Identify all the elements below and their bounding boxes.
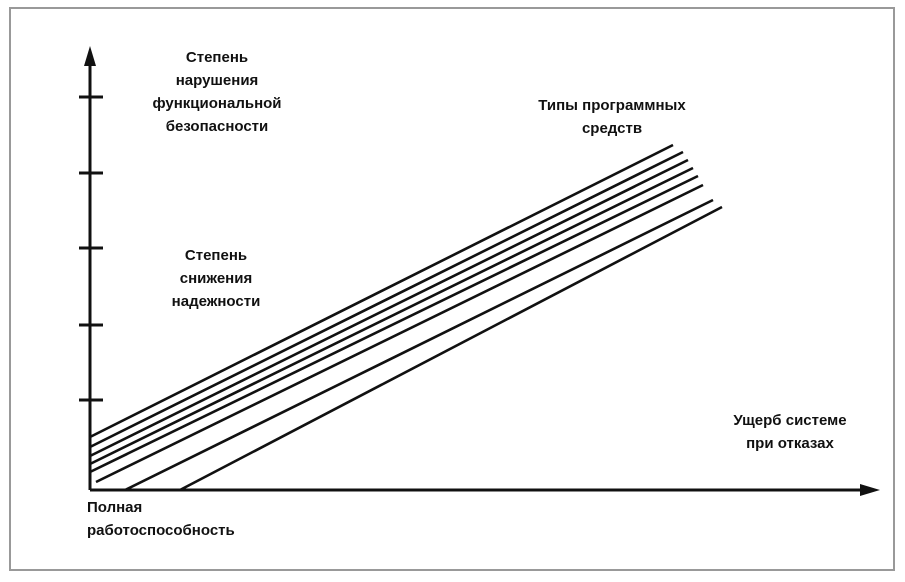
- label-software-types: Типы программных средств: [538, 97, 686, 137]
- frame: [9, 7, 895, 571]
- label-reliability: Степень снижения надежности: [172, 247, 261, 310]
- label-line: Типы программных: [538, 97, 686, 114]
- y-ticks: [79, 95, 103, 402]
- label-line: Степень: [186, 49, 248, 66]
- label-line: Полная: [87, 499, 142, 516]
- label-line: Ущерб системе: [733, 412, 846, 429]
- label-origin: Полная работоспособность: [87, 499, 235, 539]
- label-line: надежности: [172, 293, 261, 310]
- label-line: работоспособность: [87, 522, 235, 539]
- y-arrow: [84, 46, 96, 66]
- line-family: [89, 143, 723, 492]
- label-damage: Ущерб системе при отказах: [733, 412, 846, 452]
- label-line: снижения: [180, 270, 252, 287]
- label-line: нарушения: [176, 72, 259, 89]
- label-line: при отказах: [746, 435, 834, 452]
- label-line: функциональной: [152, 95, 281, 112]
- x-arrow: [860, 484, 880, 496]
- label-line: безопасности: [166, 118, 269, 135]
- label-safety: Степень нарушения функциональной безопас…: [152, 49, 281, 135]
- label-line: средств: [582, 120, 642, 137]
- label-line: Степень: [185, 247, 247, 264]
